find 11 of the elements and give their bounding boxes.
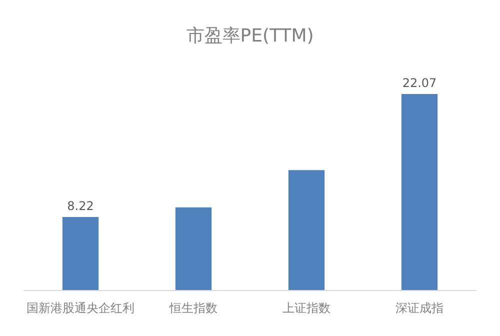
x-tick-label: 上证指数 xyxy=(282,301,330,315)
x-tick-label: 恒生指数 xyxy=(168,301,218,315)
bar xyxy=(62,217,99,290)
chart-title: 市盈率PE(TTM) xyxy=(186,26,314,46)
bar xyxy=(175,207,212,290)
data-label: 22.07 xyxy=(402,76,437,90)
bar xyxy=(401,94,438,290)
x-tick-label: 深证成指 xyxy=(396,301,444,315)
data-label: 8.22 xyxy=(67,199,94,214)
x-tick-label: 国新港股通央企红利 xyxy=(26,301,134,315)
bar xyxy=(288,170,325,290)
